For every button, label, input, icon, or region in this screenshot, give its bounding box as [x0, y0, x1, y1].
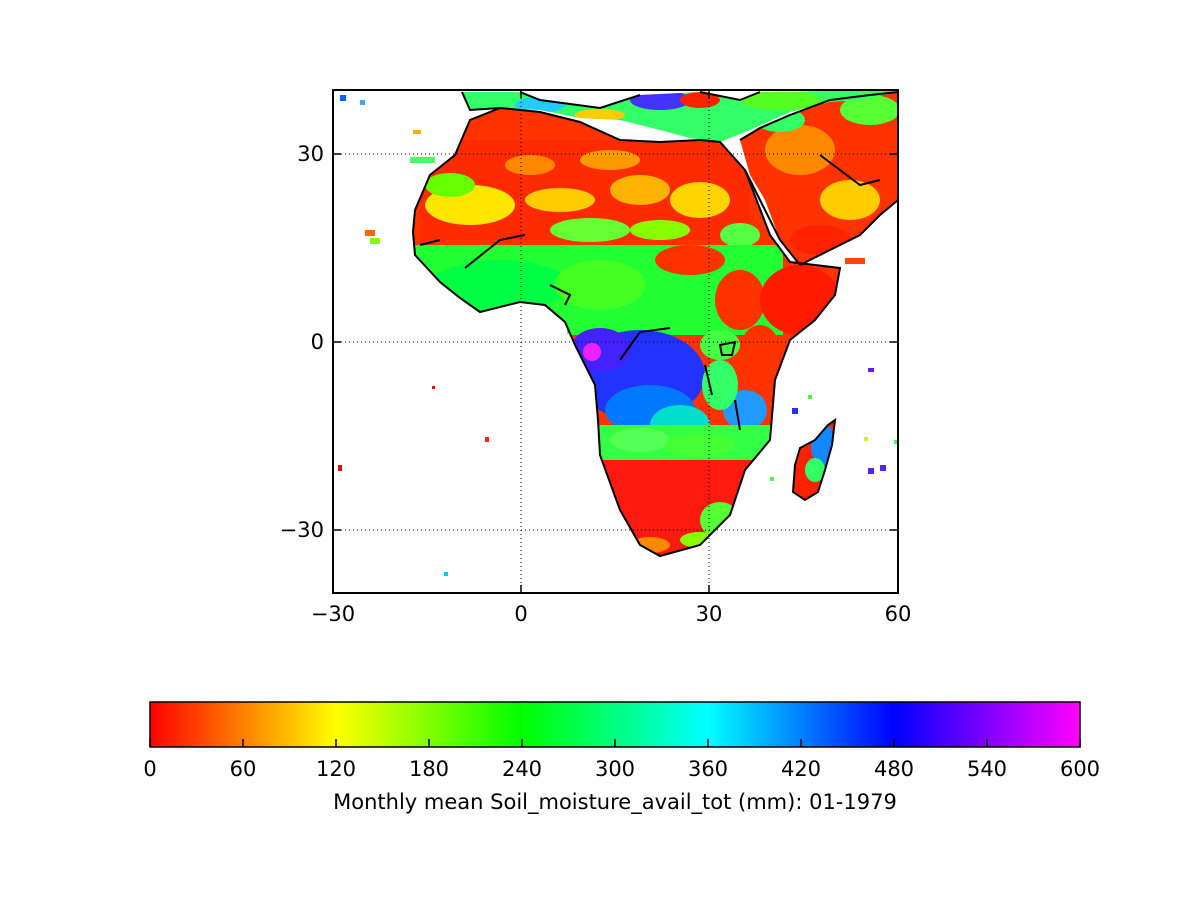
colorbar-tick-label: 300	[595, 757, 635, 781]
colorbar-tick-label: 480	[874, 757, 914, 781]
colorbar-ticks: 0 60 120 180 240 300 360 420 480 540 600	[143, 739, 1100, 781]
coastlines	[411, 91, 898, 558]
soil-moisture-field	[338, 90, 898, 576]
x-tick-label: 60	[885, 602, 912, 626]
y-tick-label: 0	[311, 330, 324, 354]
colorbar-tick-label: 60	[230, 757, 257, 781]
colorbar-tick-label: 180	[409, 757, 449, 781]
colorbar-tick-label: 420	[781, 757, 821, 781]
colorbar-tick-label: 240	[502, 757, 542, 781]
tick-marks	[333, 90, 898, 593]
colorbar-tick-label: 0	[143, 757, 156, 781]
colorbar-tick-label: 360	[688, 757, 728, 781]
colorbar-tick-label: 540	[967, 757, 1007, 781]
x-tick-labels: −30 0 30 60	[311, 602, 912, 626]
colorbar-tick-label: 120	[316, 757, 356, 781]
y-tick-label: 30	[297, 142, 324, 166]
x-tick-label: 30	[696, 602, 723, 626]
x-tick-label: 0	[514, 602, 527, 626]
colorbar-label: Monthly mean Soil_moisture_avail_tot (mm…	[333, 790, 897, 815]
y-tick-labels: 30 0 −30	[280, 142, 324, 542]
colorbar-tick-label: 600	[1060, 757, 1100, 781]
y-tick-label: −30	[280, 518, 324, 542]
x-tick-label: −30	[311, 602, 355, 626]
colorbar	[149, 701, 1081, 748]
